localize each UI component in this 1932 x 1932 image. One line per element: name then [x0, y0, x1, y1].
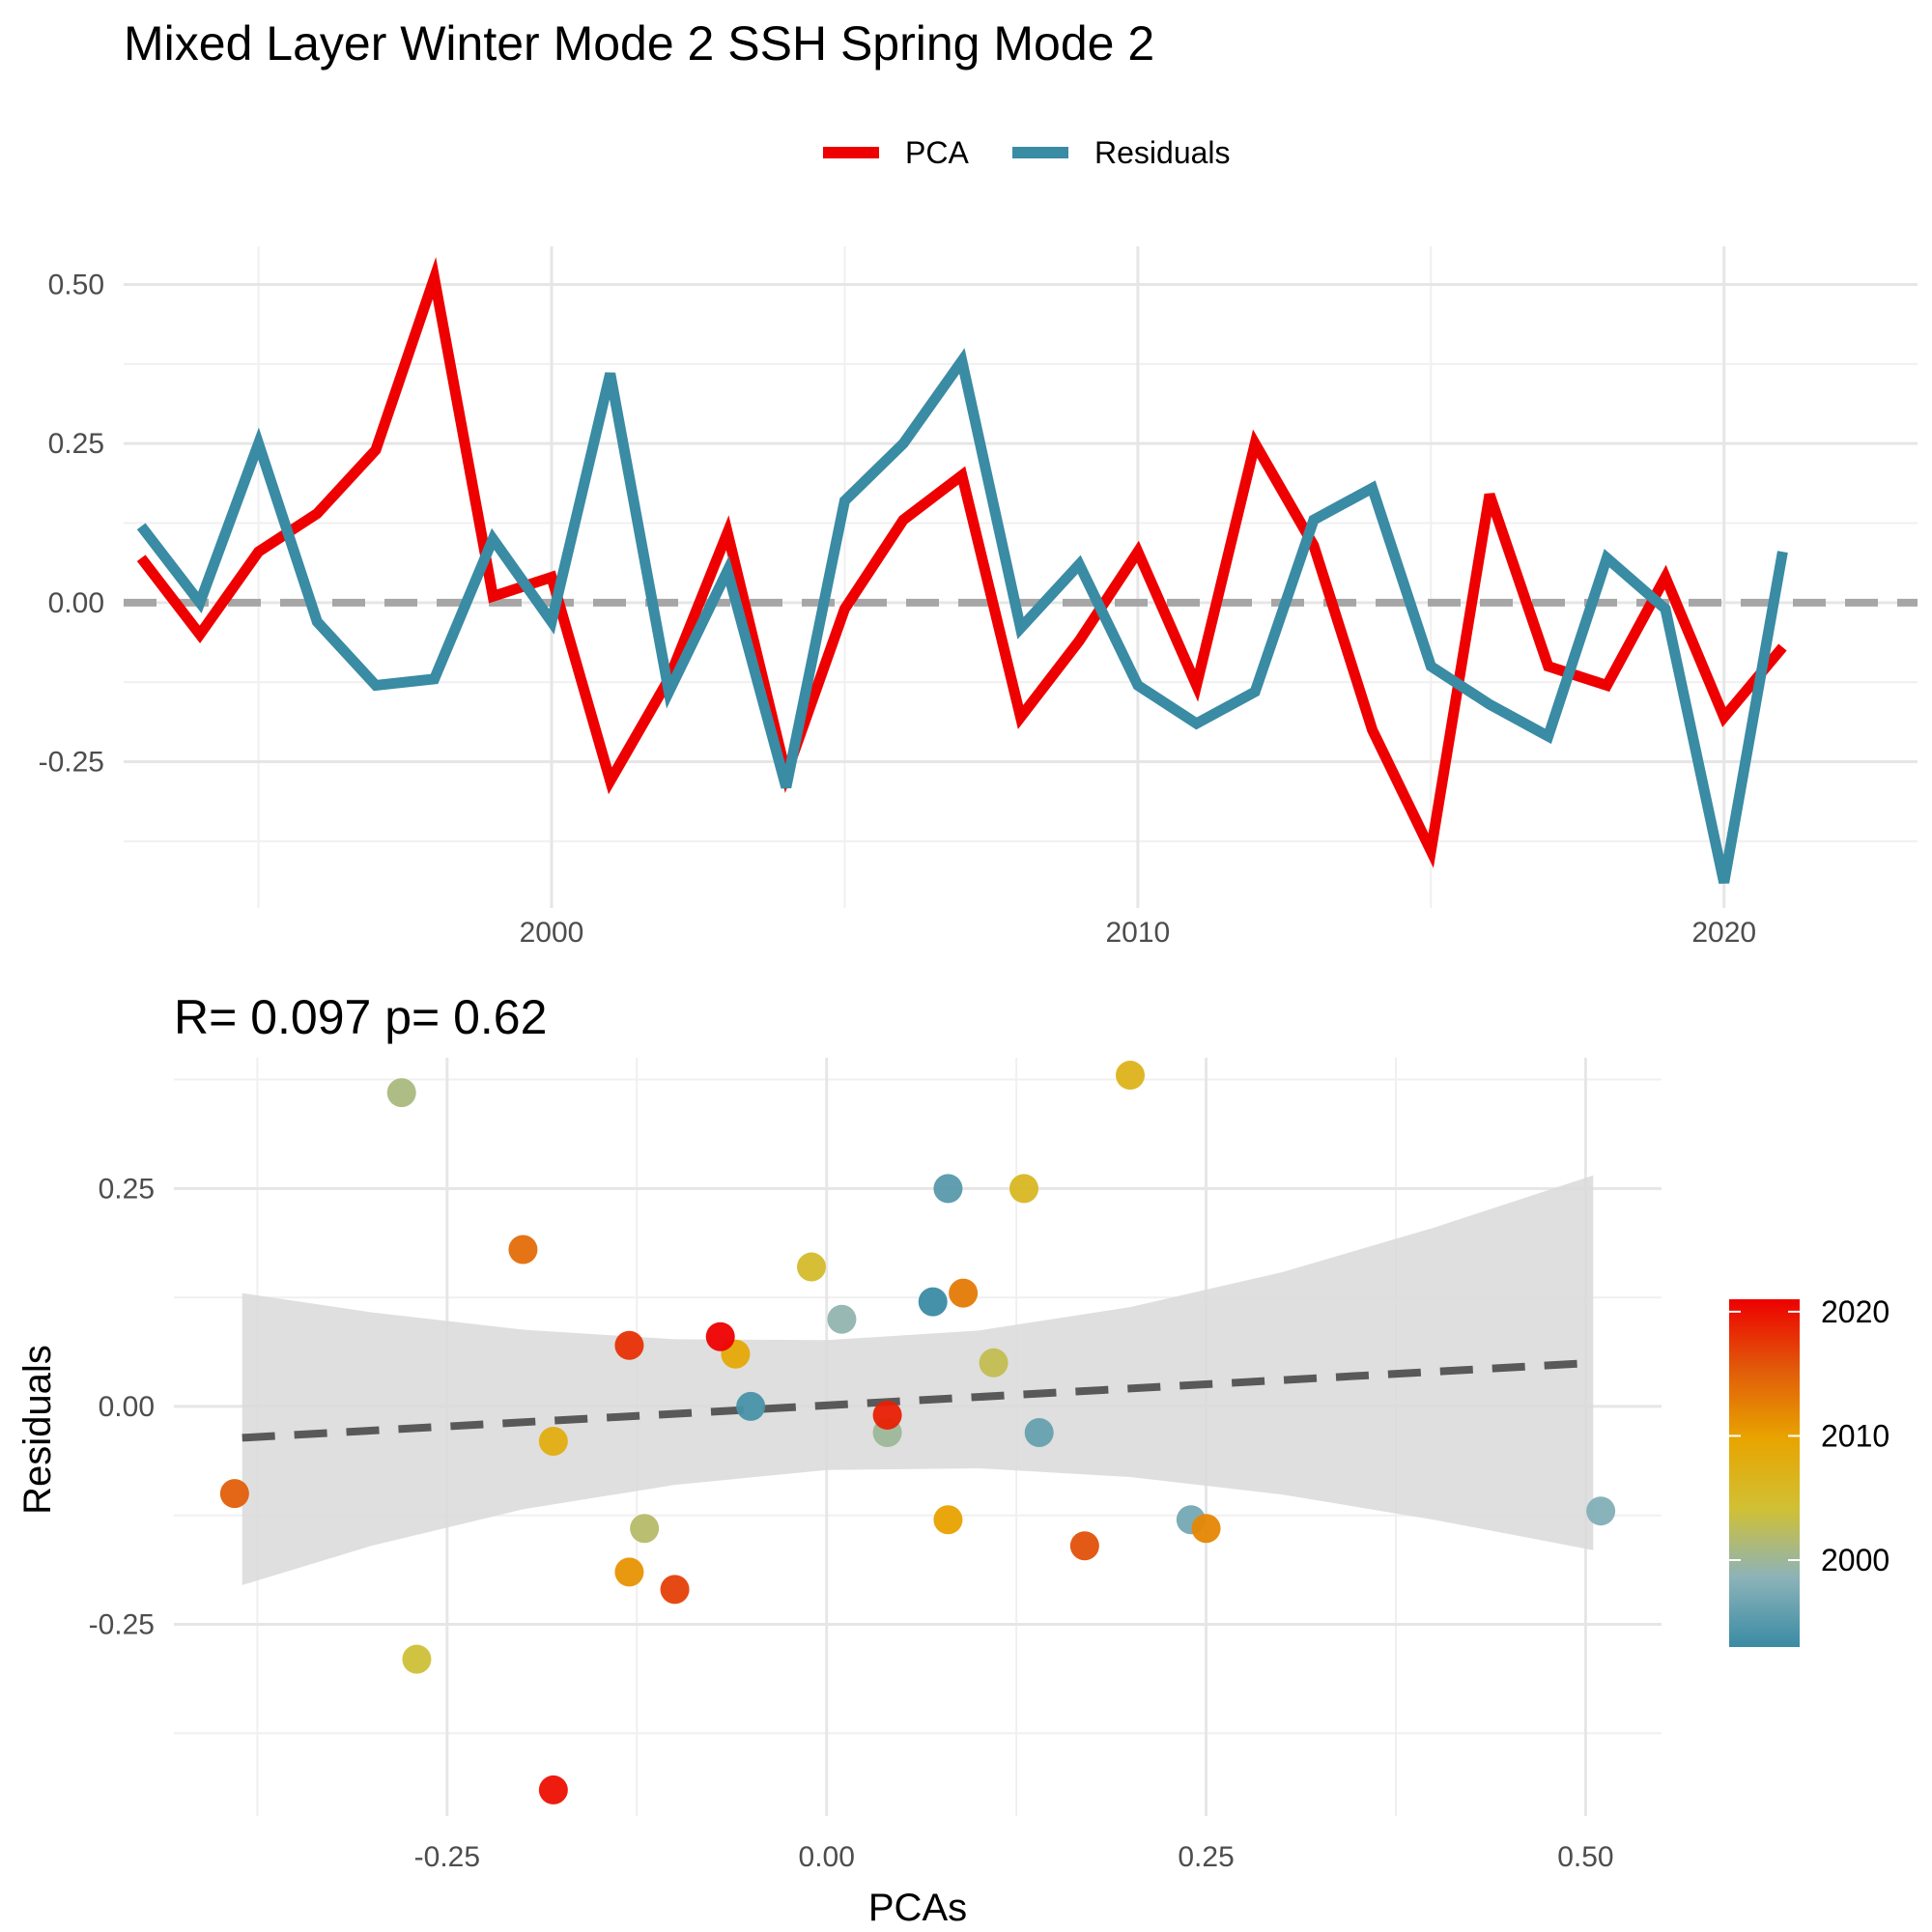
series-line-pca — [136, 257, 1787, 868]
scatter-x-tick-label: 0.00 — [799, 1841, 855, 1873]
scatter-point — [797, 1252, 826, 1282]
scatter-point — [538, 1427, 568, 1457]
scatter-y-tick-labels: 0.25 0.00 -0.25 — [89, 1173, 155, 1640]
scatter-points — [219, 1061, 1616, 1804]
colorbar — [1729, 1299, 1800, 1647]
timeseries-gridlines — [124, 246, 1918, 908]
scatter-point — [736, 1391, 766, 1421]
series-line-residuals — [136, 348, 1788, 884]
scatter-point — [614, 1557, 644, 1587]
timeseries-x-tick-label: 2020 — [1691, 917, 1756, 949]
legend-label-residuals: Residuals — [1094, 135, 1231, 170]
scatter-point — [705, 1321, 735, 1351]
scatter-y-tick-label: -0.25 — [89, 1608, 155, 1640]
legend: PCA Residuals — [823, 135, 1231, 170]
scatter-point — [219, 1479, 249, 1509]
timeseries-y-tick-labels: 0.50 0.25 0.00 -0.25 — [39, 270, 104, 779]
scatter-point — [1586, 1496, 1616, 1526]
scatter-point — [538, 1775, 568, 1804]
scatter-point — [614, 1330, 644, 1360]
trend-dashed-line — [242, 1358, 1594, 1442]
scatter-x-tick-label: -0.25 — [414, 1841, 480, 1873]
scatter-point — [402, 1644, 432, 1674]
scatter-x-tick-label: 0.50 — [1557, 1841, 1613, 1873]
timeseries-y-tick-label: -0.25 — [39, 747, 104, 779]
scatter-point — [1024, 1417, 1054, 1447]
timeseries-x-tick-labels: 2000 2010 2020 — [520, 917, 1756, 949]
colorbar-tick-label: 2010 — [1821, 1418, 1889, 1453]
chart-title: Mixed Layer Winter Mode 2 SSH Spring Mod… — [124, 16, 1154, 71]
timeseries-y-tick-label: 0.50 — [48, 270, 104, 301]
scatter-point — [918, 1287, 948, 1317]
scatter-point — [1069, 1531, 1099, 1561]
timeseries-y-tick-label: 0.00 — [48, 587, 104, 619]
scatter-y-tick-label: 0.00 — [99, 1391, 155, 1423]
scatter-point — [979, 1348, 1009, 1378]
scatter-point — [508, 1235, 538, 1264]
scatter-point — [872, 1400, 902, 1430]
x-axis-title: PCAs — [868, 1887, 967, 1929]
confidence-band — [242, 1175, 1594, 1585]
scatter-point — [949, 1278, 979, 1308]
colorbar-tick-label: 2020 — [1821, 1294, 1889, 1329]
timeseries-x-tick-label: 2000 — [520, 917, 584, 949]
scatter-point — [386, 1078, 416, 1108]
scatter-point — [827, 1304, 857, 1334]
scatter-point — [933, 1505, 963, 1535]
scatter-point — [1191, 1514, 1221, 1544]
scatter-point — [933, 1174, 963, 1204]
scatter-y-tick-label: 0.25 — [99, 1173, 155, 1205]
trend-line — [242, 1358, 1594, 1442]
confidence-band-area — [242, 1175, 1594, 1585]
timeseries-lines — [136, 257, 1788, 884]
scatter-point — [630, 1514, 660, 1544]
colorbar-tick-label: 2000 — [1821, 1543, 1889, 1577]
y-axis-title: Residuals — [16, 1345, 59, 1515]
scatter-x-tick-label: 0.25 — [1178, 1841, 1234, 1873]
correlation-stats-title: R= 0.097 p= 0.62 — [174, 990, 547, 1044]
colorbar-ticks: 2000 2010 2020 — [1729, 1294, 1889, 1577]
timeseries-y-tick-label: 0.25 — [48, 428, 104, 460]
scatter-x-tick-labels: -0.25 0.00 0.25 0.50 — [414, 1841, 1614, 1873]
scatter-point — [1116, 1061, 1145, 1091]
scatter-point — [660, 1575, 690, 1605]
legend-label-pca: PCA — [905, 135, 969, 170]
timeseries-x-tick-label: 2010 — [1105, 917, 1170, 949]
scatter-point — [1009, 1174, 1038, 1204]
